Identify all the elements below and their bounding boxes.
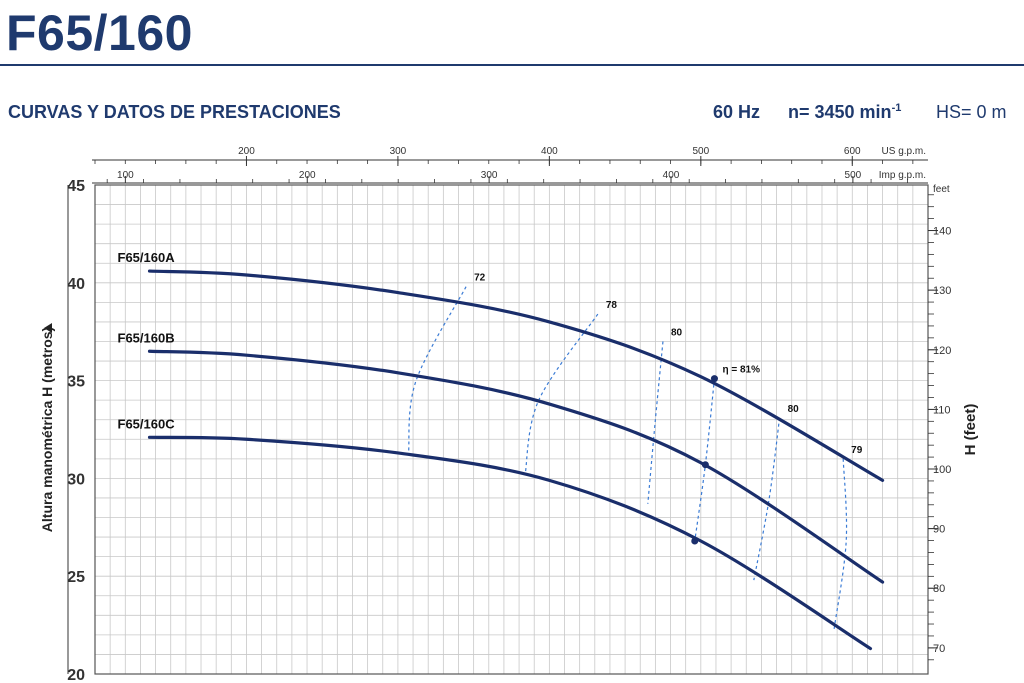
efficiency-curve-0 bbox=[407, 286, 467, 454]
chart-subtitle: CURVAS Y DATOS DE PRESTACIONES bbox=[8, 102, 341, 122]
efficiency-label-5: 79 bbox=[851, 445, 863, 456]
imp-gpm-tick-label: 200 bbox=[299, 170, 316, 181]
page-title: F65/160 bbox=[6, 5, 193, 61]
y-tick-label: 20 bbox=[67, 667, 85, 683]
us-gpm-axis-label: US g.p.m. bbox=[882, 146, 926, 157]
y2-tick-label: 120 bbox=[933, 345, 951, 357]
efficiency-curve-5 bbox=[833, 458, 848, 630]
us-gpm-tick-label: 200 bbox=[238, 146, 255, 157]
imp-gpm-tick-label: 100 bbox=[117, 170, 134, 181]
efficiency-label-2: 80 bbox=[671, 327, 683, 338]
imp-gpm-tick-label: 500 bbox=[845, 170, 862, 181]
y2-tick-label: 80 bbox=[933, 583, 945, 595]
y-axis-label: Altura manométrica H (metros) bbox=[39, 327, 55, 532]
us-gpm-tick-label: 400 bbox=[541, 146, 558, 157]
y2-tick-label: 70 bbox=[933, 643, 945, 655]
us-gpm-tick-label: 300 bbox=[390, 146, 407, 157]
frequency-label: 60 Hz bbox=[713, 102, 761, 122]
pump-curve-F65/160C bbox=[147, 435, 873, 651]
y2-axis-label: H (feet) bbox=[962, 404, 979, 456]
efficiency-label-3: η = 81% bbox=[722, 365, 760, 376]
plot-frame bbox=[94, 184, 929, 675]
bep-point-1 bbox=[701, 461, 709, 469]
y-axis-arrow-icon bbox=[44, 323, 52, 333]
y2-unit-label: feet bbox=[933, 184, 950, 195]
y-tick-label: 25 bbox=[67, 569, 85, 586]
y2-tick-label: 110 bbox=[933, 404, 951, 416]
efficiency-curve-1 bbox=[524, 313, 599, 475]
imp-gpm-axis-label: Imp g.p.m. bbox=[879, 170, 926, 181]
pump-curve-F65/160A bbox=[147, 269, 885, 482]
y-tick-label: 40 bbox=[67, 276, 85, 293]
y2-tick-label: 140 bbox=[933, 226, 951, 238]
pump-curve-label-F65/160C: F65/160C bbox=[118, 416, 176, 431]
speed-label: n= 3450 min-1 bbox=[788, 102, 901, 123]
imp-gpm-tick-label: 400 bbox=[663, 170, 680, 181]
pump-curve-F65/160B bbox=[147, 349, 885, 584]
bep-point-0 bbox=[710, 375, 718, 383]
efficiency-label-0: 72 bbox=[474, 273, 486, 284]
bep-point-2 bbox=[691, 537, 699, 545]
grid bbox=[94, 184, 929, 675]
y2-tick-label: 100 bbox=[933, 464, 951, 476]
pump-curve-label-F65/160B: F65/160B bbox=[118, 330, 175, 345]
title-rule bbox=[0, 64, 1024, 66]
pump-curve-label-F65/160A: F65/160A bbox=[118, 250, 176, 265]
y-tick-label: 30 bbox=[67, 471, 85, 488]
us-gpm-tick-label: 500 bbox=[692, 146, 709, 157]
efficiency-label-4: 80 bbox=[788, 404, 800, 415]
hs-label: HS= 0 m bbox=[936, 102, 1007, 122]
y-tick-label: 35 bbox=[67, 374, 85, 391]
efficiency-curve-4 bbox=[753, 417, 781, 581]
y-tick-label: 45 bbox=[67, 178, 85, 195]
y2-tick-label: 90 bbox=[933, 524, 945, 536]
imp-gpm-tick-label: 300 bbox=[481, 170, 498, 181]
us-gpm-tick-label: 600 bbox=[844, 146, 861, 157]
y2-tick-label: 130 bbox=[933, 285, 951, 297]
speed-exponent: -1 bbox=[891, 102, 902, 114]
efficiency-label-1: 78 bbox=[606, 300, 618, 311]
speed-value: n= 3450 min bbox=[788, 102, 892, 122]
